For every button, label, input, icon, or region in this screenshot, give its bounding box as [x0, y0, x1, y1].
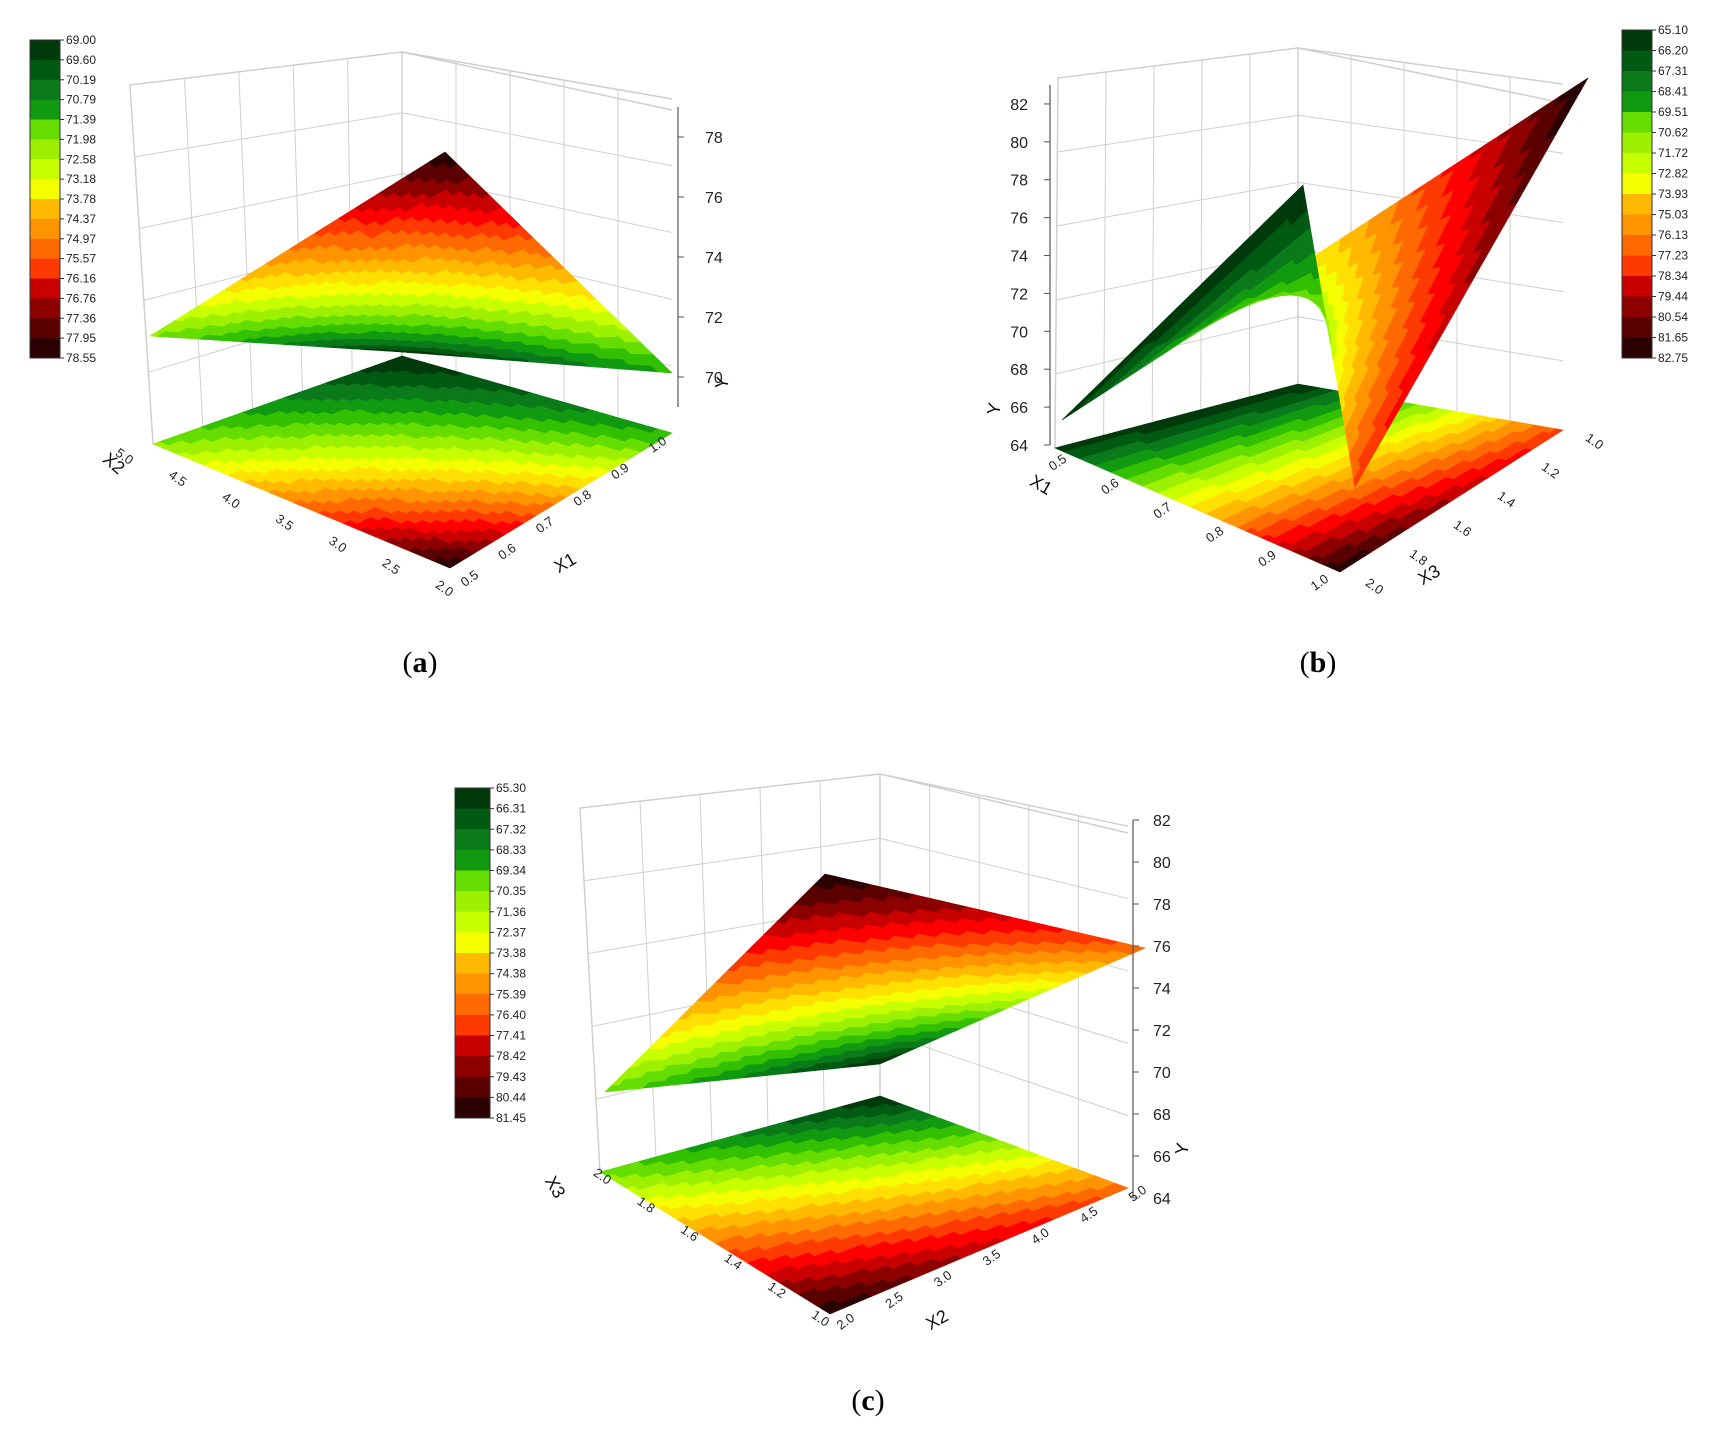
surface-cell: [1334, 291, 1344, 296]
legend-label: 78.55: [66, 351, 96, 365]
legend-swatch: [30, 59, 60, 81]
grid-line: [1151, 65, 1155, 423]
legend-swatch: [30, 159, 60, 180]
legend-label: 73.78: [66, 192, 96, 206]
floor-contour: [1054, 383, 1564, 573]
legend-label: 77.36: [66, 311, 96, 325]
legend-label: 76.76: [66, 291, 96, 305]
legend-label: 71.39: [66, 113, 96, 127]
chart-panel-b: 64666870727476788082Y0.50.60.70.80.91.0X…: [983, 23, 1688, 679]
z-tick-label: 78: [705, 130, 723, 147]
legend-label: 77.95: [66, 331, 96, 345]
legend-swatch: [30, 318, 60, 339]
surface-cell: [1349, 289, 1360, 296]
legend-label: 74.37: [66, 212, 96, 226]
grid-line: [238, 71, 254, 409]
legend-swatch: [30, 199, 60, 220]
x-tick-label: 0.6: [495, 540, 518, 563]
legend-swatch: [30, 99, 60, 120]
legend-label: 70.19: [66, 73, 96, 87]
legend-label: 69.60: [66, 53, 96, 67]
legend-label: 70.79: [66, 93, 96, 107]
color-legend: 69.00 69.60 70.19 70.79 71.39 71.98 72.58 73.18…: [29, 33, 96, 365]
grid-line: [1200, 59, 1203, 410]
legend-label: 74.97: [66, 232, 96, 246]
z-tick-label: 74: [705, 250, 723, 267]
surface-cell: [1068, 398, 1090, 414]
x-axis-label: X1: [550, 549, 579, 577]
legend-swatch: [30, 238, 60, 260]
y-tick-label: 2.0: [433, 577, 456, 600]
legend-label: 73.18: [66, 172, 96, 186]
z-tick-label: 76: [705, 190, 723, 207]
response-surface: [149, 151, 673, 374]
x-tick-label: 0.5: [458, 567, 481, 590]
legend-label: 75.57: [66, 252, 96, 266]
legend-label: 76.16: [66, 272, 96, 286]
legend-swatch: [30, 278, 60, 299]
surface-cell: [1326, 291, 1336, 296]
legend-label: 69.00: [66, 33, 96, 47]
panel-caption: (a): [403, 646, 438, 679]
legend-label: 72.58: [66, 152, 96, 166]
legend-swatch: [30, 40, 60, 61]
legend-swatch: [30, 139, 60, 160]
y-tick-label: 3.0: [326, 533, 349, 556]
legend-swatch: [30, 258, 60, 279]
grid-line: [183, 78, 204, 427]
grid-line: [139, 173, 673, 234]
grid-line: [1248, 53, 1251, 397]
y-tick-label: 4.0: [220, 489, 243, 512]
chart-panel-a: 7072747678Y0.50.60.70.80.91.0X12.02.53.0…: [29, 33, 733, 679]
legend-swatch: [30, 119, 60, 140]
z-axis-label: Y: [711, 375, 733, 390]
legend-swatch: [30, 338, 60, 359]
y-tick-label: 2.5: [380, 555, 403, 578]
surface-cell: [1342, 290, 1352, 296]
legend-swatch: [30, 79, 60, 101]
wall-edge: [1297, 47, 1564, 85]
floor-contour: [152, 355, 673, 569]
legend-swatch: [30, 218, 60, 240]
y-tick-label: 3.5: [273, 511, 296, 534]
z-tick-label: 72: [705, 310, 723, 327]
wall-edge: [401, 51, 673, 100]
legend-swatch: [30, 298, 60, 319]
grid-line: [134, 112, 673, 167]
legend-label: 71.98: [66, 132, 96, 146]
wall-outline: [129, 51, 673, 445]
x-tick-label: 0.7: [533, 513, 556, 536]
legend-swatch: [30, 179, 60, 200]
y-tick-label: 4.5: [166, 467, 189, 490]
